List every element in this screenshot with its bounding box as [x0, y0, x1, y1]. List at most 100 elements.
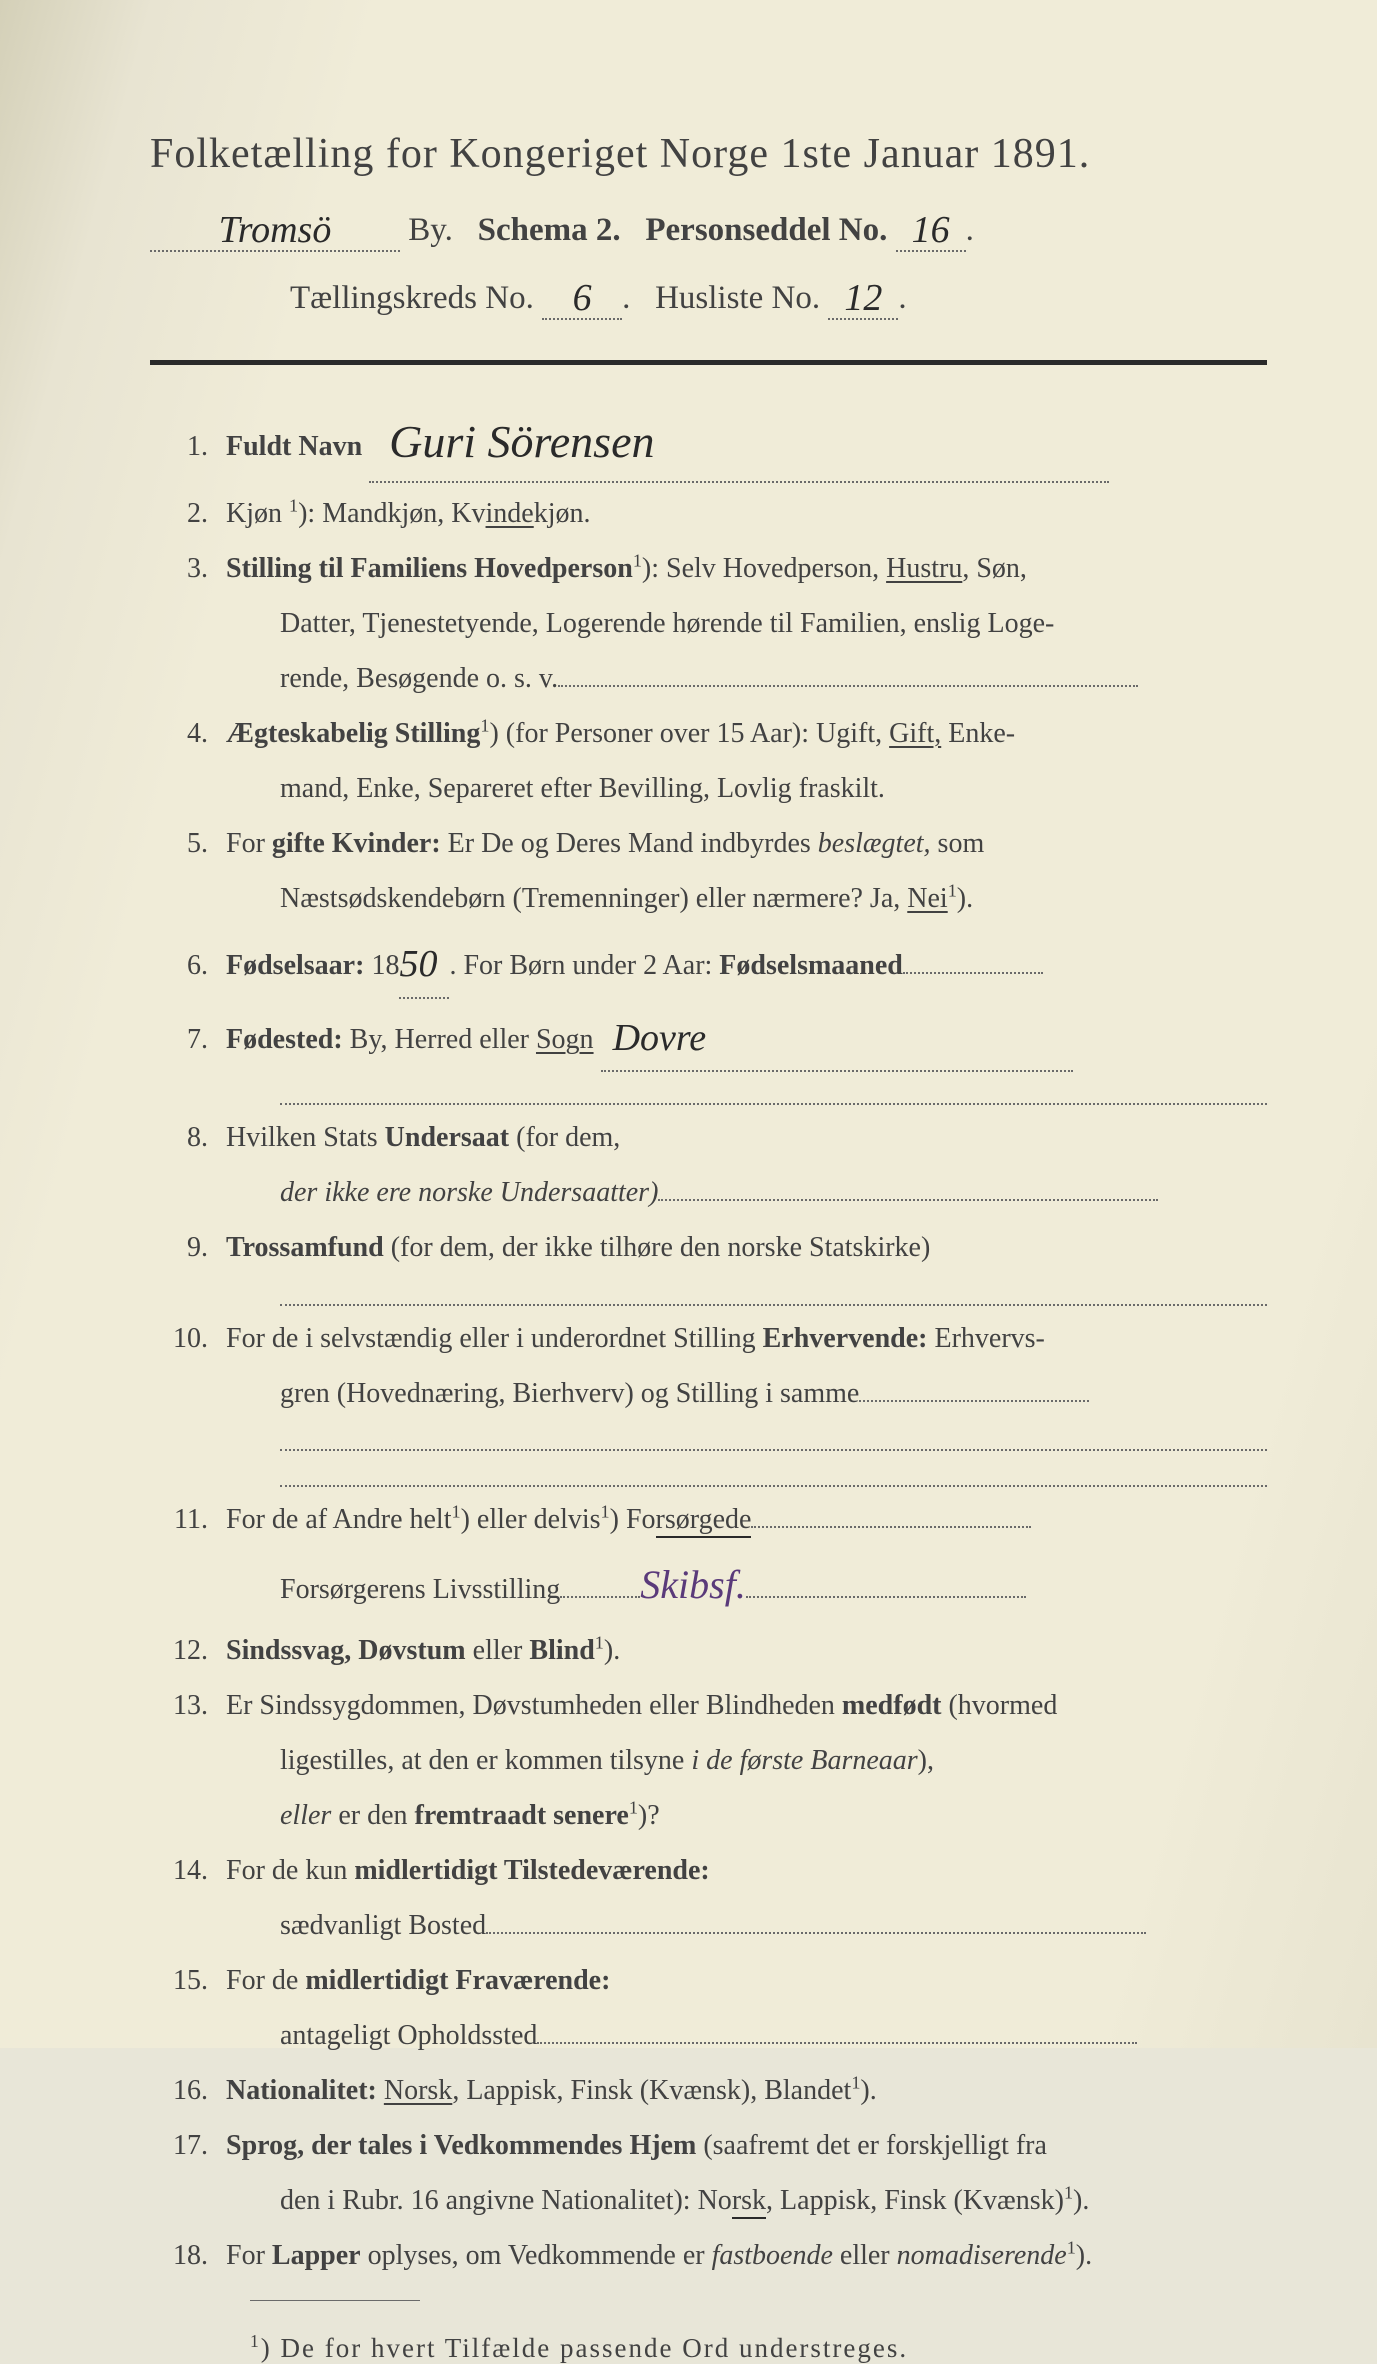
- sup: 1: [1067, 2238, 1076, 2258]
- item-num: 15.: [150, 1956, 226, 2005]
- husliste-no-field: 12: [828, 274, 898, 320]
- blank: [859, 1400, 1089, 1402]
- cont2-italic: eller: [280, 1800, 331, 1831]
- italic1: fastboende: [712, 2240, 833, 2271]
- cont: sædvanligt Bosted: [280, 1910, 486, 1941]
- label-c: kjøn.: [534, 498, 591, 529]
- item-16: 16. Nationalitet: Norsk, Lappisk, Finsk …: [150, 2066, 1267, 2115]
- cont1-italic: i de første Barneaar: [691, 1745, 917, 1776]
- bold2: Blind: [529, 1635, 594, 1666]
- blank1: [560, 1596, 640, 1598]
- item-10-blank2: [280, 1459, 1267, 1487]
- item-8: 8. Hvilken Stats Undersaat (for dem,: [150, 1113, 1267, 1162]
- cont1-u: Nei: [907, 883, 947, 914]
- item-num: 13.: [150, 1681, 226, 1730]
- item-12: 12. Sindssvag, Døvstum eller Blind1).: [150, 1626, 1267, 1675]
- header-row-1: Tromsö By. Schema 2. Personseddel No. 16…: [150, 206, 1267, 252]
- sup2: 1: [601, 1502, 610, 1522]
- item-body: Fødested: By, Herred eller Sogn Dovre: [226, 1003, 1267, 1072]
- cont2a: er den: [331, 1800, 414, 1831]
- item-13-cont2: eller er den fremtraadt senere1)?: [150, 1791, 1267, 1840]
- line1: For de: [226, 1965, 305, 1996]
- item-body: Nationalitet: Norsk, Lappisk, Finsk (Kvæ…: [226, 2066, 1267, 2115]
- kreds-no-field: 6: [542, 274, 622, 320]
- bold: medfødt: [842, 1690, 942, 1721]
- item-num: 14.: [150, 1846, 226, 1895]
- item-body: Sindssvag, Døvstum eller Blind1).: [226, 1626, 1267, 1675]
- blank: [658, 1199, 1158, 1201]
- item-1: 1. Fuldt Navn Guri Sörensen: [150, 400, 1267, 483]
- underlined: Norsk: [384, 2075, 452, 2106]
- lead: Fødselsaar:: [226, 950, 364, 981]
- item-num: 1.: [150, 422, 226, 471]
- sup: 1: [633, 550, 642, 570]
- line1: Er Sindssygdommen, Døvstumheden eller Bl…: [226, 1690, 842, 1721]
- sup: 1: [289, 495, 298, 515]
- bold2: Fødselsmaaned: [719, 950, 903, 981]
- item-body: For de i selvstændig eller i underordnet…: [226, 1314, 1267, 1363]
- item-8-cont: der ikke ere norske Undersaatter): [150, 1168, 1267, 1217]
- header-row-2: Tællingskreds No. 6. Husliste No. 12.: [150, 274, 1267, 320]
- fn-sup: 1: [250, 2331, 261, 2351]
- item-17-cont: den i Rubr. 16 angivne Nationalitet): No…: [150, 2176, 1267, 2225]
- cont-sup: 1: [1064, 2183, 1073, 2203]
- bold1: gifte Kvinder:: [272, 828, 441, 859]
- item-body: Fuldt Navn Guri Sörensen: [226, 400, 1267, 483]
- item-4: 4. Ægteskabelig Stilling1) (for Personer…: [150, 709, 1267, 758]
- post: (for dem, der ikke tilhøre den norske St…: [384, 1232, 931, 1263]
- line1c: eller: [833, 2240, 897, 2271]
- line1b: (for dem,: [509, 1122, 620, 1153]
- blank: [486, 1932, 1146, 1934]
- item-10-blank1: [280, 1424, 1267, 1452]
- personseddel-label: Personseddel No.: [645, 212, 887, 248]
- lead: Nationalitet:: [226, 2075, 377, 2106]
- post: . For Børn under 2 Aar:: [449, 950, 719, 981]
- post: (saafremt det er forskjelligt fra: [696, 2130, 1047, 2161]
- item-num: 3.: [150, 544, 226, 593]
- lead: Fødested:: [226, 1024, 343, 1055]
- year-hand: 50: [399, 931, 449, 1000]
- cont1-sup: 1: [948, 880, 957, 900]
- item-body: Ægteskabelig Stilling1) (for Personer ov…: [226, 709, 1267, 758]
- lead: Stilling til Familiens Hovedperson: [226, 553, 633, 584]
- item-13: 13. Er Sindssygdommen, Døvstumheden elle…: [150, 1681, 1267, 1730]
- item-num: 5.: [150, 819, 226, 868]
- item-body: For Lapper oplyses, om Vedkommende er fa…: [226, 2231, 1267, 2280]
- item-num: 12.: [150, 1626, 226, 1675]
- personseddel-no: 16: [912, 209, 950, 251]
- item-14: 14. For de kun midlertidigt Tilstedevære…: [150, 1846, 1267, 1895]
- item-body: Fødselsaar: 1850. For Børn under 2 Aar: …: [226, 929, 1267, 998]
- cont2b: )?: [638, 1800, 660, 1831]
- label-a: Kjøn: [226, 498, 289, 529]
- item-num: 16.: [150, 2066, 226, 2115]
- item-num: 18.: [150, 2231, 226, 2280]
- line1-u: rsørgede: [656, 1504, 752, 1538]
- name-value: Guri Sörensen: [389, 416, 654, 467]
- post2: som: [931, 828, 985, 859]
- cont-a: den i Rubr. 16 angivne Nationalitet): No: [280, 2185, 732, 2216]
- city-field: Tromsö: [150, 206, 400, 252]
- blank-line: [558, 685, 1138, 687]
- post-b: , Lappisk, Finsk (Kvænsk), Blandet: [452, 2075, 851, 2106]
- hand-purple: Skibsf.: [640, 1562, 746, 1607]
- line1d: ).: [1076, 2240, 1092, 2271]
- bold: Erhvervende:: [763, 1323, 928, 1354]
- birthplace-field: Dovre: [601, 1003, 1073, 1072]
- census-form-page: Folketælling for Kongeriget Norge 1ste J…: [0, 0, 1377, 2048]
- post: ): Selv Hovedperson,: [642, 553, 886, 584]
- blank: [903, 972, 1043, 974]
- item-9: 9. Trossamfund (for dem, der ikke tilhør…: [150, 1223, 1267, 1272]
- item-body: Kjøn 1): Mandkjøn, Kvindekjøn.: [226, 489, 1267, 538]
- item-15-cont: antageligt Opholdssted: [150, 2011, 1267, 2060]
- post2: Enke-: [941, 718, 1015, 749]
- item-3-cont2: rende, Besøgende o. s. v.: [150, 654, 1267, 703]
- line1a: For de af Andre helt: [226, 1504, 452, 1535]
- underlined: Hustru: [886, 553, 962, 584]
- cont1a: ligestilles, at den er kommen tilsyne: [280, 1745, 691, 1776]
- line1: For: [226, 2240, 272, 2271]
- line1b: ) eller delvis: [461, 1504, 601, 1535]
- item-num: 17.: [150, 2121, 226, 2170]
- lead: For: [226, 828, 272, 859]
- underlined: inde: [486, 498, 534, 529]
- bold: midlertidigt Tilstedeværende:: [354, 1855, 709, 1886]
